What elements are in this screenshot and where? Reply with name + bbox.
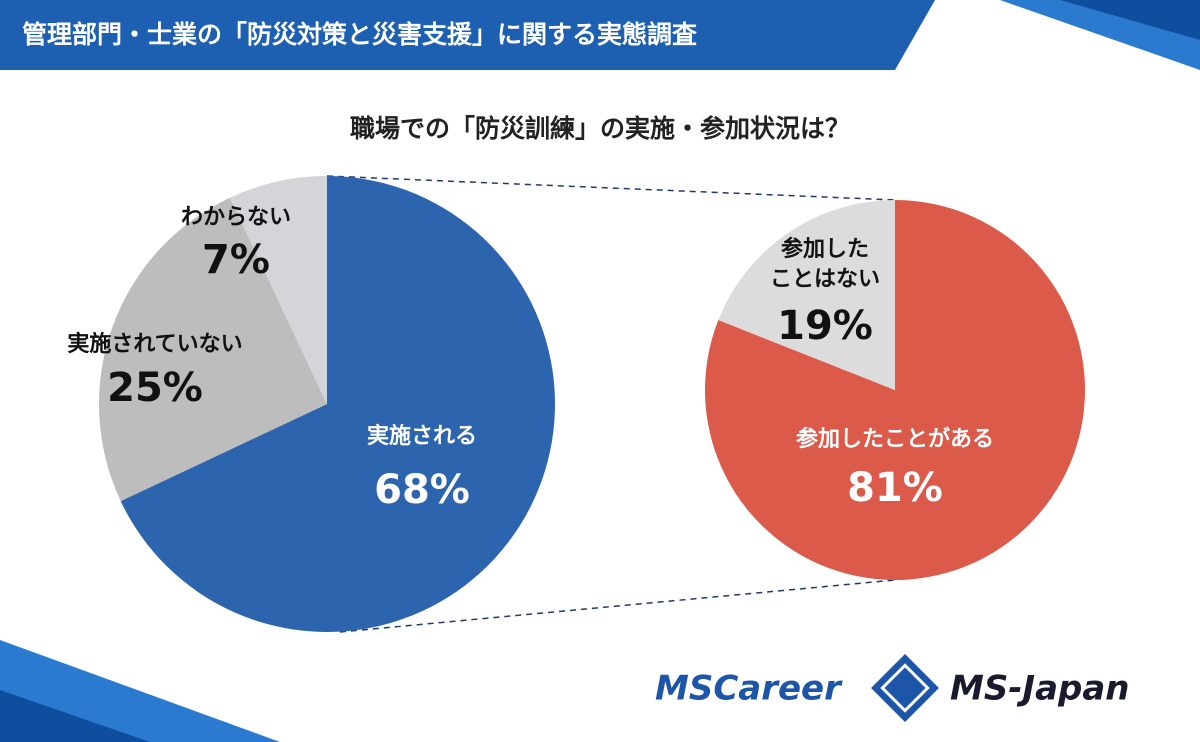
pie-slice <box>120 176 555 632</box>
value-label: 25% <box>107 365 203 411</box>
pie-slice <box>229 176 327 404</box>
slice-label: わからない <box>181 205 291 230</box>
value-label: 68% <box>374 467 470 513</box>
pie-slice <box>99 197 328 502</box>
header-banner <box>0 0 935 70</box>
logo-text: MS-Japan <box>950 669 1130 709</box>
slice-label: 参加したことはない <box>770 236 880 292</box>
value-label: 19% <box>777 303 873 349</box>
pie-slice <box>705 200 1086 580</box>
connector-line <box>339 579 896 633</box>
value-label: 7% <box>202 237 270 283</box>
footer-stripe <box>0 690 150 742</box>
value-label: 81% <box>847 465 943 511</box>
slice-label: 実施されていない <box>67 331 242 357</box>
pie-slice <box>718 200 895 390</box>
slice-label: 参加したことがある <box>796 426 994 452</box>
header-title: 管理部門・士業の「防災対策と災害支援」に関する実態調査 <box>22 20 697 49</box>
slice-label: 実施される <box>367 423 477 449</box>
pies: 実施される 68% 実施されていない 25% わからない 7% 参加したことがある 81% 参加… <box>67 176 1086 632</box>
logo-text: MSCareer <box>655 669 843 709</box>
chart-title: 職場での「防災訓練」の実施・参加状況は？ <box>350 114 850 143</box>
header-stripe <box>1060 0 1200 40</box>
connector-line <box>326 175 896 201</box>
